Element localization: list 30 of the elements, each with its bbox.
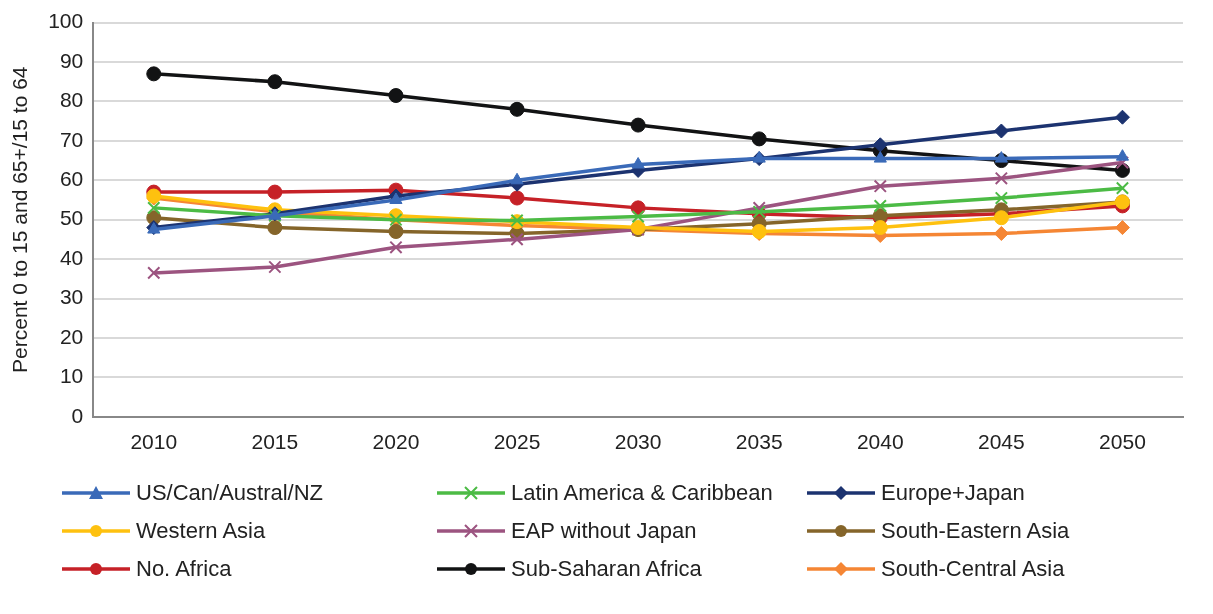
y-tick-label: 20 [59,324,84,348]
y-tick-label: 40 [59,245,84,269]
x-tick-label: 2025 [493,430,541,454]
y-tick-label: 50 [59,206,84,230]
legend-label: Sub-Saharan Africa [511,556,702,582]
legend-label: EAP without Japan [511,518,697,544]
y-tick-label: 30 [59,285,84,309]
legend-label: Western Asia [136,518,266,544]
y-tick-label: 80 [59,88,84,112]
legend-label: South-Eastern Asia [881,518,1070,544]
y-tick-label: 70 [59,127,84,151]
x-tick-label: 2045 [978,430,1025,454]
y-axis-title: Percent 0 to 15 and 65+/15 to 64 [8,66,32,373]
x-tick-label: 2050 [1099,430,1146,454]
y-tick-label: 10 [59,364,84,388]
y-tick-label: 60 [59,167,84,191]
legend-label: No. Africa [136,556,232,582]
legend-label: South-Central Asia [881,556,1065,582]
x-tick-label: 2040 [856,430,904,454]
legend-label: US/Can/Austral/NZ [136,480,324,506]
x-tick-label: 2015 [251,430,299,454]
y-tick-label: 90 [59,48,84,72]
legend-label: Europe+Japan [881,480,1025,506]
x-tick-label: 2020 [372,430,420,454]
legend-label: Latin America & Caribbean [511,480,773,506]
y-tick-label: 100 [48,9,84,33]
y-tick-label: 0 [71,403,84,427]
x-tick-label: 2010 [130,430,178,454]
x-tick-label: 2035 [735,430,783,454]
x-tick-label: 2030 [614,430,662,454]
